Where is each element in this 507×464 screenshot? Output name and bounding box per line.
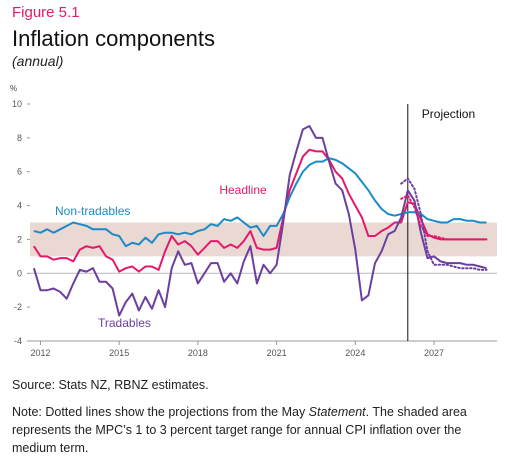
figure-label: Figure 5.1 xyxy=(12,4,80,21)
x-tick-label: 2024 xyxy=(345,348,365,358)
chart-title: Inflation components xyxy=(12,26,216,51)
y-tick-label: -4 xyxy=(14,336,22,346)
x-tick-label: 2018 xyxy=(188,348,208,358)
note: Note: Dotted lines show the projections … xyxy=(12,403,502,457)
x-tick-label: 2027 xyxy=(424,348,444,358)
series-label: Non-tradables xyxy=(55,204,130,218)
y-tick-label: 6 xyxy=(17,167,22,177)
chart: % -4 -2 0 2 4 6 8 10 2012 2015 2018 2021 2024 2027 Proj… xyxy=(10,84,497,358)
y-tick-label: -2 xyxy=(14,302,22,312)
y-tick-label: 8 xyxy=(17,133,22,143)
series-line xyxy=(33,157,487,248)
x-tick-label: 2015 xyxy=(109,348,129,358)
source: Source: Stats NZ, RBNZ estimates. xyxy=(12,378,209,392)
y-unit: % xyxy=(10,84,17,93)
y-tick-label: 0 xyxy=(17,268,22,278)
note-text: Note: Dotted lines show the projections … xyxy=(12,405,309,419)
series-label: Headline xyxy=(219,183,267,197)
y-tick-label: 4 xyxy=(17,201,22,211)
series-label: Tradables xyxy=(98,316,151,330)
note-text: . The shaded area represents the MPC’s 1… xyxy=(12,405,467,455)
projection-series-line xyxy=(400,194,488,241)
projection-series-line xyxy=(400,177,488,271)
series-line xyxy=(32,125,487,317)
note-text: Statement xyxy=(308,405,366,419)
y-tick-label: 2 xyxy=(17,234,22,244)
chart-subtitle: (annual) xyxy=(12,53,64,69)
projection-label: Projection xyxy=(422,107,475,121)
x-tick-label: 2021 xyxy=(267,348,287,358)
y-tick-label: 10 xyxy=(12,99,22,109)
x-tick-label: 2012 xyxy=(30,348,50,358)
